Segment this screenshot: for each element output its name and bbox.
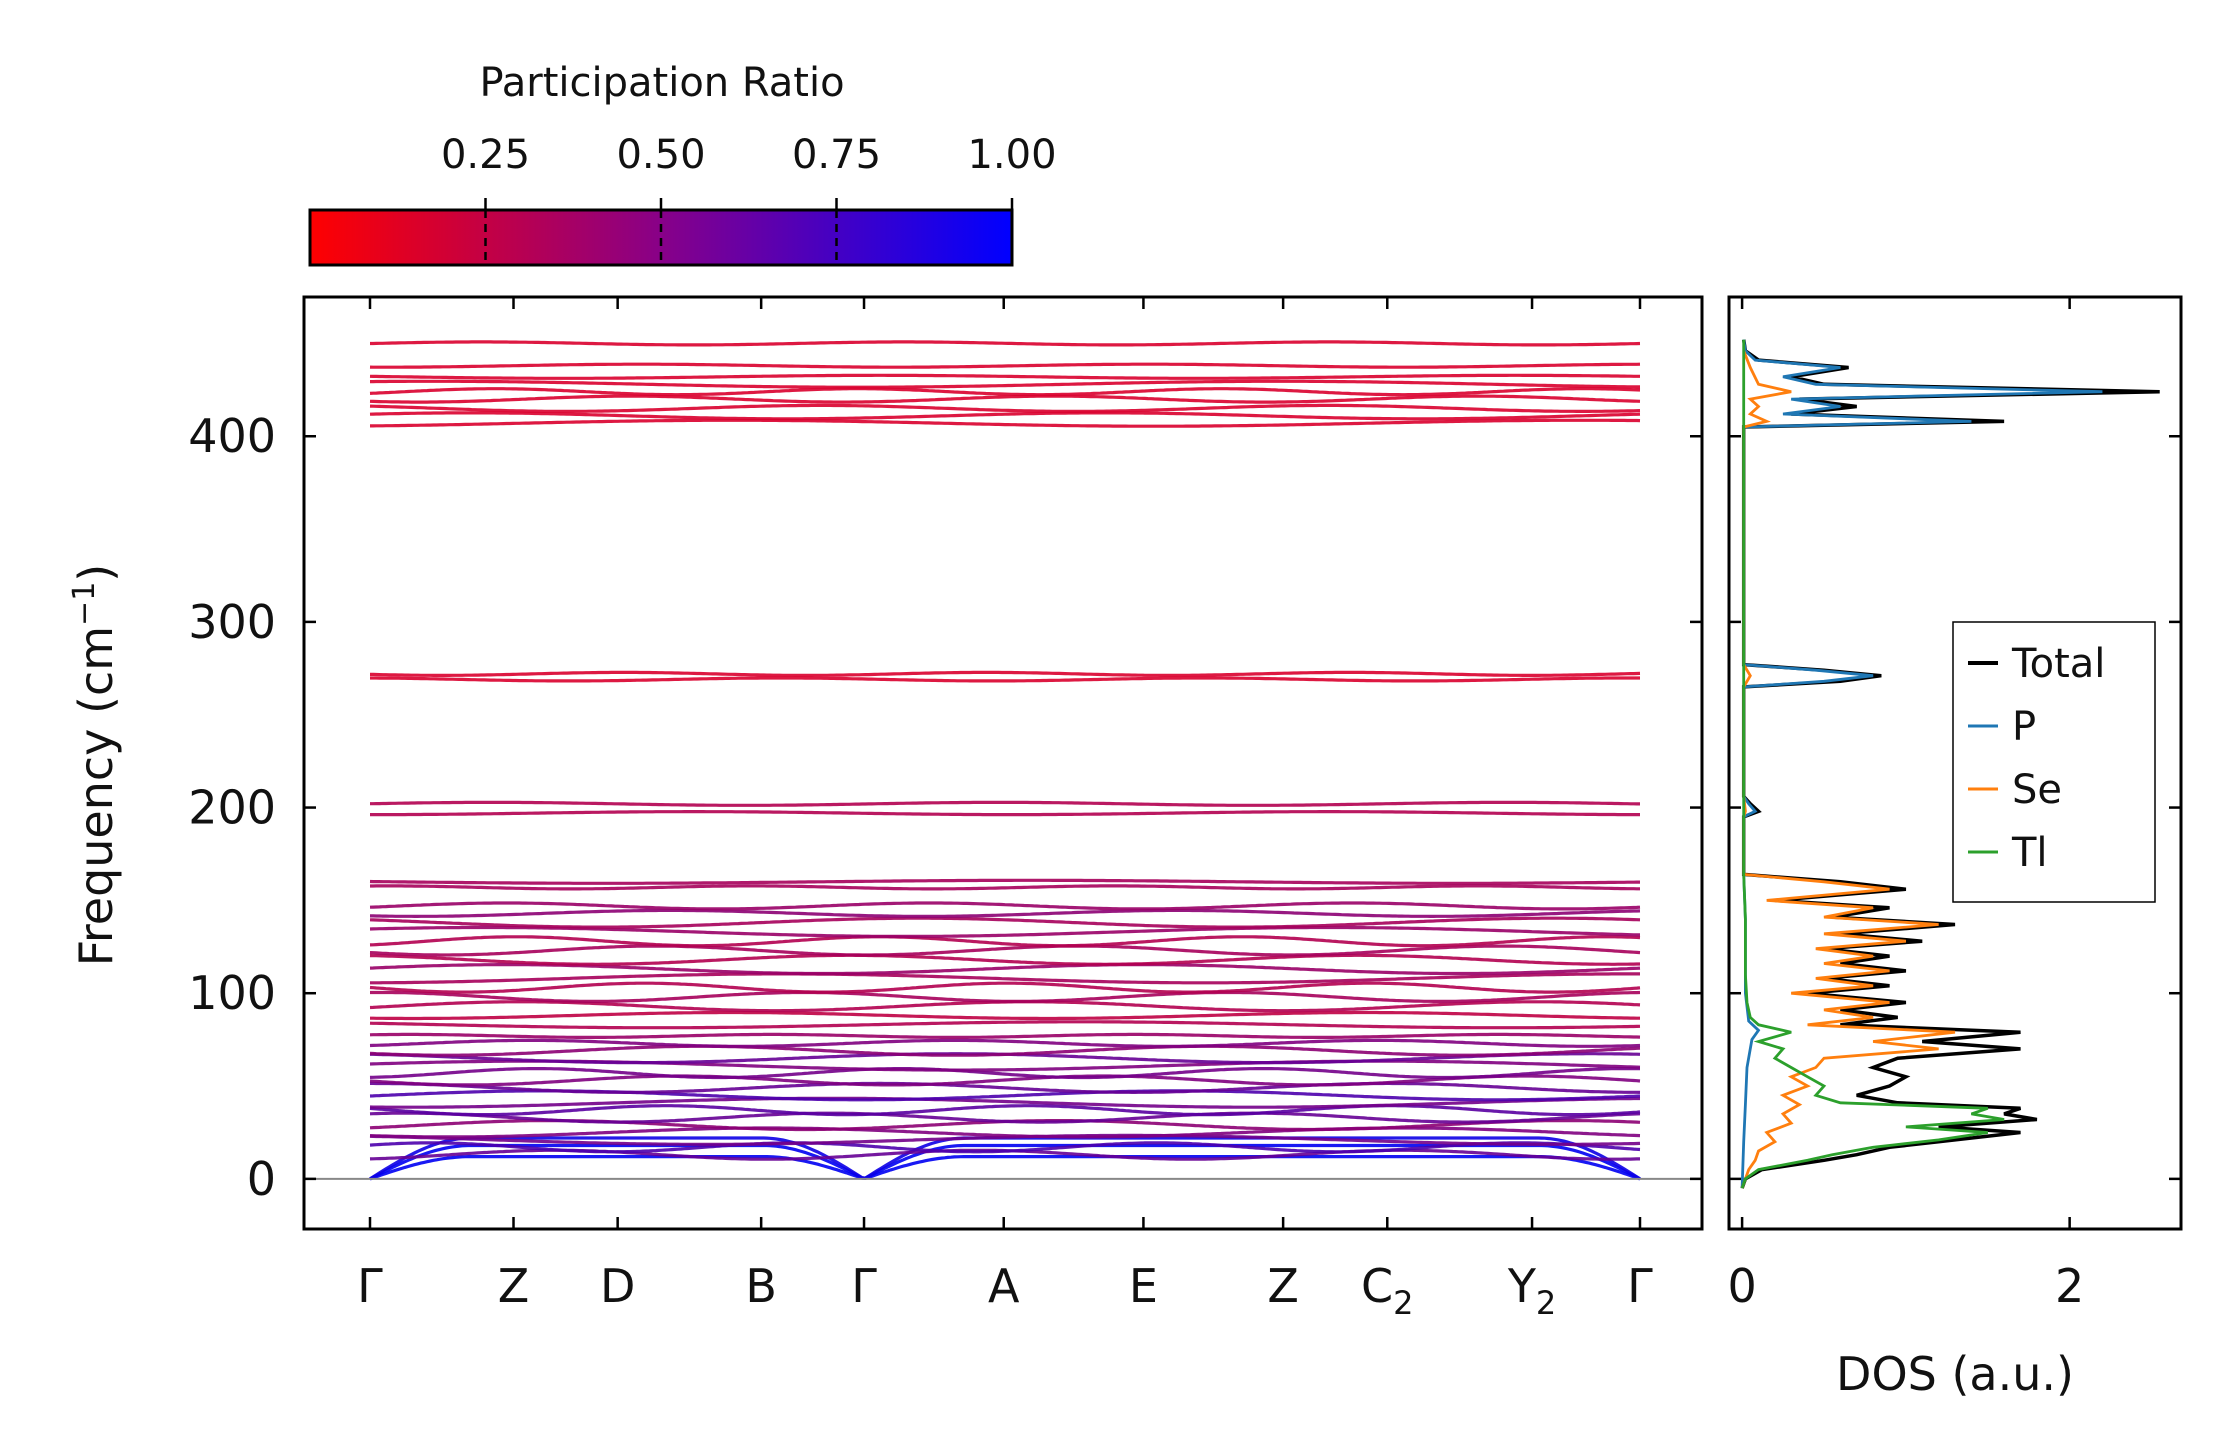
phonon-band (369, 1126, 1641, 1139)
phonon-band (369, 1143, 1641, 1181)
phonon-band (369, 411, 1641, 421)
legend-label-tl: Tl (2011, 830, 2048, 876)
dos-y-ticks (1729, 434, 2181, 1181)
y-tick-label: 300 (188, 595, 276, 649)
phonon-band (369, 1096, 1640, 1109)
legend-box (1952, 621, 2156, 903)
phonon-band (369, 1032, 1641, 1040)
colorbar-tick-label: 0.75 (792, 132, 881, 178)
y-tick-label: 100 (188, 966, 276, 1020)
kpoint-label: B (745, 1259, 777, 1313)
phonon-band (370, 1081, 1641, 1095)
phonon-band (369, 1000, 1641, 1013)
dos-x-axis-label: DOS (a.u.) (1836, 1347, 2074, 1401)
phonon-band (369, 916, 1641, 929)
dos-line-tl (1740, 339, 2005, 1189)
phonon-band (369, 981, 1641, 994)
phonon-band (370, 670, 1641, 678)
dos-line-se (1740, 350, 1956, 1189)
kpoint-label: Z (498, 1259, 530, 1313)
band-lines (369, 340, 1641, 1181)
phonon-band (369, 962, 1641, 976)
phonon-band (370, 908, 1641, 919)
y-axis-label-sup: −1 (67, 582, 102, 626)
phonon-band (369, 925, 1640, 939)
kpoint-label: C2 (1361, 1259, 1413, 1322)
phonon-band (369, 944, 1641, 957)
kpoint-label: Z (1267, 1259, 1299, 1313)
phonon-band (370, 1010, 1640, 1021)
dos-lines (1740, 339, 2160, 1189)
phonon-band (370, 418, 1641, 428)
phonon-band (370, 809, 1640, 817)
y-tick-label: 400 (188, 409, 276, 463)
legend: Total P Se Tl (1952, 621, 2156, 903)
dos-x-tick-label: 0 (1727, 1259, 1756, 1313)
kpoint-label: D (600, 1259, 635, 1313)
dos-x-tick-label: 2 (2055, 1259, 2084, 1313)
colorbar-title: Participation Ratio (479, 60, 844, 106)
phonon-band (370, 340, 1641, 347)
y-tick-label: 0 (247, 1152, 276, 1206)
y-axis-ticks: 0 100 200 300 400 (188, 409, 1702, 1206)
dos-frame (1727, 295, 2183, 1231)
phonon-band (370, 676, 1640, 683)
kpoint-label: Γ (851, 1259, 877, 1313)
legend-label-total: Total (2011, 641, 2105, 687)
phonon-band (370, 800, 1640, 807)
kpoint-label: Γ (357, 1259, 383, 1313)
colorbar: Participation Ratio 0.25 0.50 0.75 1.00 (308, 60, 1057, 267)
kpoint-label: Γ (1627, 1259, 1653, 1313)
phonon-band (369, 1074, 1641, 1087)
x-axis-kpoints: Γ Z D B Γ A E Z C2 Y2 Γ (357, 297, 1653, 1322)
colorbar-tick-label: 0.50 (616, 132, 705, 178)
phonon-band (369, 901, 1641, 911)
phonon-band (369, 1141, 1641, 1154)
phonon-band (369, 1154, 1641, 1181)
phonon-band (369, 1111, 1641, 1124)
kpoint-label: A (988, 1259, 1020, 1313)
colorbar-tick-label: 1.00 (967, 132, 1056, 178)
colorbar-ticks: 0.25 0.50 0.75 1.00 (441, 132, 1057, 265)
phonon-band (370, 972, 1640, 985)
phonon-band (369, 935, 1641, 948)
colorbar-tick-label: 0.25 (441, 132, 530, 178)
phonon-band (370, 379, 1640, 389)
kpoint-label: Y2 (1507, 1259, 1556, 1322)
y-tick-label: 200 (188, 781, 276, 835)
phonon-band (370, 884, 1640, 891)
phonon-band (369, 1066, 1640, 1080)
band-panel: 0 100 200 300 400 Γ Z D B Γ A E Z C2 Y2 Γ Frequency (c… (67, 295, 1704, 1322)
legend-label-p: P (2012, 704, 2036, 750)
phonon-band (369, 362, 1641, 369)
phonon-band (369, 1020, 1641, 1030)
phonon-band (369, 373, 1640, 380)
dos-line-p (1740, 339, 2103, 1189)
y-axis-label: Frequency (cm−1) (67, 564, 123, 967)
phonon-band (370, 990, 1641, 1004)
phonon-band (369, 403, 1641, 413)
kpoint-label: E (1129, 1259, 1158, 1313)
phonon-band (369, 387, 1641, 397)
phonon-band (369, 394, 1641, 404)
legend-label-se: Se (2012, 767, 2062, 813)
phonon-band (369, 1104, 1641, 1117)
phonon-band (369, 1038, 1641, 1048)
phonon-band (369, 878, 1640, 885)
phonon-band (369, 953, 1640, 966)
phonon-band (369, 1044, 1641, 1057)
